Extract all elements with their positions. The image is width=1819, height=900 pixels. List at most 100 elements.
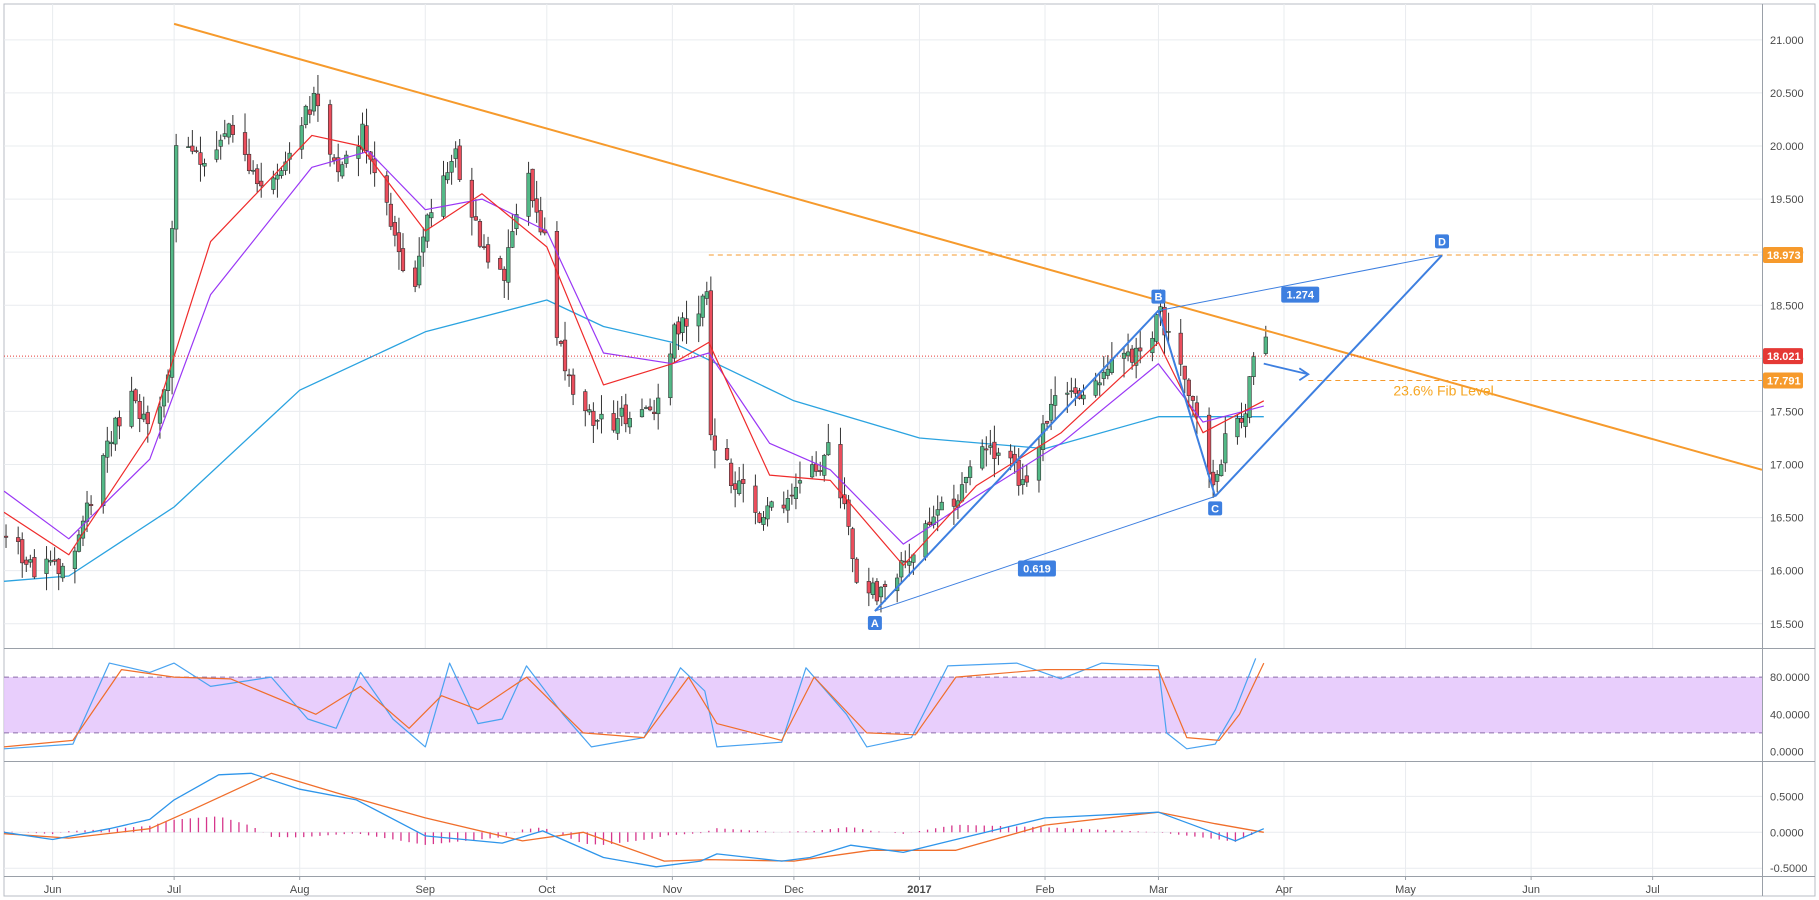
candle-body bbox=[1134, 347, 1139, 366]
trendline[interactable] bbox=[173, 22, 1762, 471]
macd-grid bbox=[4, 762, 1762, 876]
candle-body bbox=[311, 92, 316, 112]
candle-body bbox=[1008, 450, 1013, 459]
price-panel[interactable]: A B C D 0.619 1.274 21.000 20.500 20.000 19.500 1… bbox=[4, 4, 1804, 648]
candle-body bbox=[538, 210, 543, 233]
macd-panel[interactable]: 0.5000 0.0000 -0.5000 bbox=[4, 762, 1807, 876]
candle-body bbox=[785, 498, 790, 511]
candle-body bbox=[417, 255, 422, 286]
candle-body bbox=[1069, 390, 1074, 393]
candle-body bbox=[105, 440, 110, 458]
candle-body bbox=[927, 521, 932, 525]
candle-body bbox=[611, 413, 616, 431]
candle-body bbox=[899, 560, 904, 578]
time-tick-label: Jun bbox=[1522, 884, 1540, 896]
candle-body bbox=[1121, 352, 1127, 359]
candle-body bbox=[469, 179, 474, 218]
candle-body bbox=[413, 267, 418, 287]
candle-body bbox=[797, 480, 803, 484]
time-tick-label: Oct bbox=[538, 884, 555, 896]
candle-body bbox=[186, 146, 191, 148]
stochastic-lines bbox=[4, 658, 1265, 750]
candle-body bbox=[789, 494, 794, 497]
candle-body bbox=[814, 463, 819, 472]
candle-body bbox=[502, 268, 507, 281]
candle-body bbox=[1158, 306, 1163, 312]
price-tick-label: 18.500 bbox=[1770, 300, 1804, 312]
candle-body bbox=[554, 231, 560, 338]
candle-body bbox=[190, 145, 195, 152]
price-tick-label: 20.500 bbox=[1770, 88, 1804, 100]
candle-body bbox=[299, 125, 304, 150]
candle-body bbox=[708, 290, 713, 436]
abcd-pattern[interactable]: A B C D 0.619 1.274 bbox=[867, 234, 1449, 631]
time-tick-label: Dec bbox=[784, 884, 804, 896]
candle-body bbox=[866, 581, 871, 594]
candle-body bbox=[822, 455, 827, 476]
candle-body bbox=[571, 374, 576, 395]
candle-body bbox=[242, 132, 248, 155]
candle-body bbox=[769, 501, 774, 508]
pattern-point-badge bbox=[1434, 234, 1449, 249]
candle-body bbox=[1211, 471, 1216, 486]
pattern-leg bbox=[874, 495, 1216, 612]
time-tick-label: Jul bbox=[1646, 884, 1660, 896]
candle-body bbox=[753, 485, 758, 513]
level-price-label: 18.973 bbox=[1767, 250, 1801, 262]
candle-body bbox=[72, 550, 77, 569]
macd-tick-label: 0.0000 bbox=[1770, 827, 1804, 839]
candle-body bbox=[16, 537, 21, 542]
macd-axis: 0.5000 0.0000 -0.5000 bbox=[1770, 791, 1807, 875]
candle-body bbox=[457, 145, 462, 180]
price-tick-label: 20.000 bbox=[1770, 141, 1804, 153]
price-tick-label: 16.500 bbox=[1770, 513, 1804, 525]
stochastic-panel[interactable]: 80.0000 40.0000 0.0000 bbox=[4, 658, 1810, 759]
price-tick-label: 15.500 bbox=[1770, 619, 1804, 631]
candle-body bbox=[477, 221, 483, 247]
candle-body bbox=[566, 374, 572, 377]
candle-body bbox=[623, 404, 628, 425]
candle-body bbox=[1044, 420, 1050, 424]
chart-frame bbox=[3, 3, 1816, 897]
pattern-point-badge bbox=[1151, 289, 1166, 304]
mid-ema bbox=[4, 150, 1264, 545]
candle-body bbox=[84, 502, 90, 522]
candle-body bbox=[194, 150, 199, 152]
stochastic-tick-label: 0.0000 bbox=[1770, 747, 1804, 759]
pattern-leg bbox=[1157, 310, 1217, 497]
candle-body bbox=[372, 158, 377, 174]
candle-body bbox=[712, 435, 717, 451]
candle-body bbox=[506, 247, 511, 283]
price-tick-label: 17.500 bbox=[1770, 406, 1804, 418]
candle-body bbox=[724, 448, 730, 460]
pattern-leg bbox=[874, 309, 1160, 612]
candle-body bbox=[935, 509, 940, 516]
candle-body bbox=[28, 559, 33, 563]
candle-body bbox=[137, 401, 142, 419]
time-tick-label: 2017 bbox=[907, 884, 931, 896]
candle-body bbox=[850, 528, 855, 559]
candle-body bbox=[485, 244, 491, 263]
candle-body bbox=[88, 504, 94, 506]
candle-body bbox=[170, 228, 175, 378]
candle-body bbox=[48, 560, 53, 563]
candle-body bbox=[117, 417, 122, 427]
stochastic-tick-label: 80.0000 bbox=[1770, 672, 1810, 684]
candle-body bbox=[157, 406, 163, 424]
levels bbox=[4, 254, 1762, 382]
candle-body bbox=[344, 154, 349, 164]
candle-body bbox=[259, 180, 264, 187]
candle-body bbox=[1024, 475, 1029, 483]
candle-body bbox=[449, 161, 454, 173]
candle-body bbox=[1154, 314, 1159, 342]
candle-body bbox=[113, 417, 118, 445]
candle-body bbox=[421, 236, 426, 253]
candle-body bbox=[222, 133, 227, 137]
fast-ema-line bbox=[4, 134, 1265, 566]
candle-body bbox=[696, 313, 701, 327]
candle-body bbox=[1040, 423, 1046, 450]
ratio-badge bbox=[1017, 560, 1056, 577]
candle-body bbox=[218, 139, 223, 147]
candle-body bbox=[445, 172, 450, 181]
